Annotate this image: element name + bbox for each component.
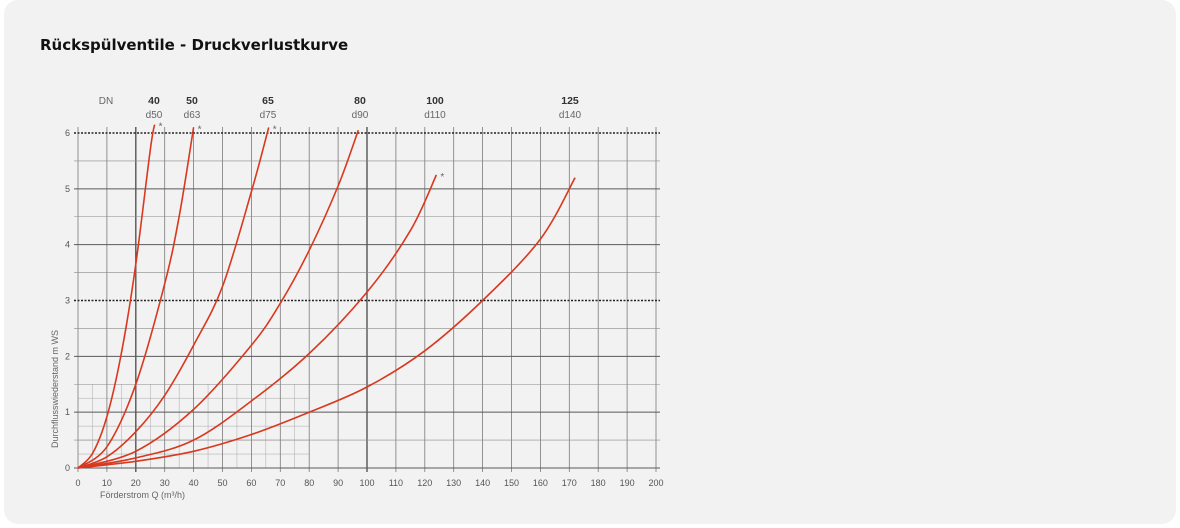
y-tick-label: 6 [65, 128, 70, 138]
x-tick-label: 80 [304, 478, 314, 488]
x-tick-label: 160 [533, 478, 548, 488]
chart-grid [74, 127, 660, 472]
curve-end-marker: * [440, 172, 444, 183]
dn-label-125: 125 [561, 95, 579, 107]
dn-sublabel-125: d140 [559, 110, 582, 121]
x-tick-label: 0 [75, 478, 80, 488]
y-tick-label: 2 [65, 351, 70, 361]
x-tick-label: 40 [189, 478, 199, 488]
y-tick-label: 5 [65, 184, 70, 194]
x-tick-label: 150 [504, 478, 519, 488]
x-tick-label: 70 [275, 478, 285, 488]
y-axis-label: Durchflusswiederstand m WS [50, 330, 60, 448]
curve-dn80 [77, 129, 360, 469]
x-tick-label: 200 [648, 478, 663, 488]
x-tick-label: 130 [446, 478, 461, 488]
curve-end-marker: * [198, 124, 202, 135]
x-tick-label: 170 [562, 478, 577, 488]
x-tick-label: 10 [102, 478, 112, 488]
page-title: Rückspülventile - Druckverlustkurve [40, 36, 349, 54]
x-tick-label: 110 [389, 478, 403, 488]
curve-dn125 [77, 177, 576, 469]
y-tick-label: 0 [65, 463, 70, 473]
dn-sublabel-50: d63 [184, 110, 201, 121]
x-tick-label: 100 [359, 478, 374, 488]
x-tick-label: 140 [475, 478, 490, 488]
y-tick-label: 4 [65, 240, 70, 250]
x-tick-label: 50 [217, 478, 227, 488]
curve-end-marker: * [159, 122, 163, 133]
chart-curves [77, 124, 576, 469]
dn-sublabel-100: d110 [424, 110, 446, 121]
x-tick-label: 60 [246, 478, 256, 488]
curve-end-marker: * [273, 124, 277, 135]
x-tick-label: 30 [160, 478, 170, 488]
x-tick-label: 180 [591, 478, 606, 488]
chart-labels: 0 10 20 30 40 50 60 70 80 90 100 110 120 130 140 150 160… [50, 95, 664, 500]
dn-label-65: 65 [262, 95, 274, 107]
y-tick-label: 1 [65, 407, 70, 417]
dn-label-50: 50 [186, 95, 198, 107]
curve-dn40 [77, 124, 156, 469]
curve-dn100 [77, 174, 438, 469]
y-tick-label: 3 [65, 296, 70, 306]
dn-sublabel-65: d75 [260, 110, 277, 121]
x-tick-label: 90 [333, 478, 343, 488]
dn-label-80: 80 [354, 95, 366, 107]
dn-sublabel-40: d50 [146, 110, 163, 121]
dn-header-label: DN [99, 96, 113, 107]
x-axis-label: Förderstrom Q (m³/h) [100, 490, 185, 500]
x-tick-label: 190 [620, 478, 635, 488]
curve-dn65 [77, 127, 270, 469]
x-tick-label: 120 [417, 478, 432, 488]
dn-label-40: 40 [148, 95, 160, 107]
curve-dn50 [77, 127, 195, 469]
dn-label-100: 100 [426, 95, 444, 107]
dn-sublabel-80: d90 [352, 110, 369, 121]
x-tick-label: 20 [131, 478, 141, 488]
